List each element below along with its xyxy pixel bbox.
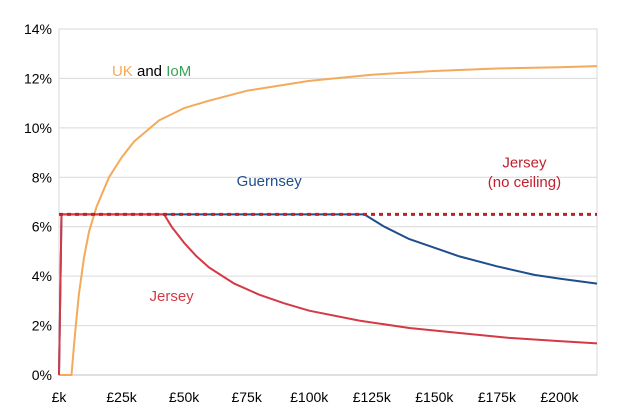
x-tick-label: £75k bbox=[231, 389, 262, 405]
x-tick-label: £k bbox=[52, 389, 68, 405]
annotation-guernsey: Guernsey bbox=[237, 173, 303, 190]
annotation-jersey-no-ceiling-2: (no ceiling) bbox=[488, 174, 561, 191]
annotation-part: Jersey bbox=[502, 154, 547, 171]
series-line-uk-and-iom bbox=[59, 65, 598, 376]
annotation-part: Guernsey bbox=[237, 173, 303, 190]
y-tick-label: 10% bbox=[24, 120, 52, 136]
annotation-part: (no ceiling) bbox=[488, 174, 561, 191]
y-tick-label: 0% bbox=[32, 367, 52, 383]
x-tick-label: £150k bbox=[415, 389, 454, 405]
x-tick-label: £25k bbox=[106, 389, 137, 405]
y-tick-label: 2% bbox=[32, 318, 52, 334]
annotation-part: UK bbox=[112, 63, 133, 80]
annotation-jersey: Jersey bbox=[150, 288, 195, 305]
annotation-part: and bbox=[133, 63, 166, 80]
plot-area bbox=[58, 28, 598, 376]
y-tick-label: 8% bbox=[32, 169, 52, 185]
series-lines bbox=[58, 65, 598, 376]
tick-labels: 0% 2% 4% 6% 8% 10% 12% 14% £k £25k £50k £75k £100k £1… bbox=[24, 21, 580, 405]
annotations: UK and IoM Guernsey Jersey Jersey (no ceilin… bbox=[112, 63, 561, 305]
annotation-uk-iom: UK and IoM bbox=[112, 63, 191, 80]
x-tick-label: £50k bbox=[169, 389, 200, 405]
axes bbox=[58, 28, 598, 376]
x-tick-label: £175k bbox=[478, 389, 517, 405]
y-tick-label: 4% bbox=[32, 268, 52, 284]
y-tick-label: 12% bbox=[24, 70, 52, 86]
y-tick-label: 6% bbox=[32, 219, 52, 235]
annotation-part: IoM bbox=[166, 63, 191, 80]
series-line-guernsey bbox=[58, 213, 598, 376]
series-line-jersey bbox=[58, 213, 598, 376]
x-tick-label: £125k bbox=[353, 389, 392, 405]
annotation-part: Jersey bbox=[150, 288, 195, 305]
x-tick-label: £200k bbox=[540, 389, 579, 405]
annotation-jersey-no-ceiling-1: Jersey bbox=[502, 154, 547, 171]
x-tick-label: £100k bbox=[290, 389, 329, 405]
y-tick-label: 14% bbox=[24, 21, 52, 37]
